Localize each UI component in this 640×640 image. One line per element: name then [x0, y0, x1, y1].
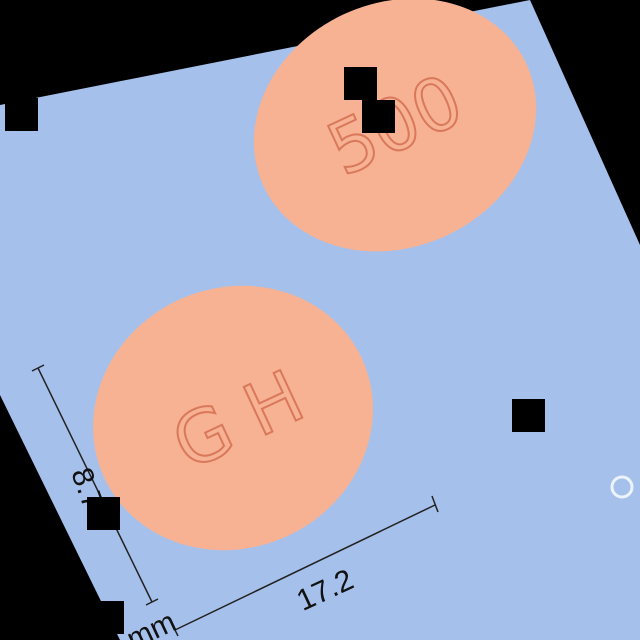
occlusion: [5, 98, 38, 131]
width-line: [174, 504, 436, 631]
width-cap: [171, 623, 179, 637]
height-cap: [31, 364, 45, 372]
height-line: [37, 367, 153, 603]
occlusion: [87, 497, 120, 530]
occlusion: [512, 399, 545, 432]
occlusion: [97, 601, 124, 634]
pill-body: [93, 285, 373, 551]
occlusion: [362, 100, 395, 133]
occlusion: [189, 27, 222, 60]
width-cap: [431, 495, 439, 513]
dimension-lines: [31, 364, 439, 637]
pill: G H: [93, 285, 373, 551]
height-cap: [145, 598, 159, 606]
watermark: [610, 475, 634, 499]
occlusions: [5, 27, 545, 634]
occlusion: [344, 67, 377, 100]
